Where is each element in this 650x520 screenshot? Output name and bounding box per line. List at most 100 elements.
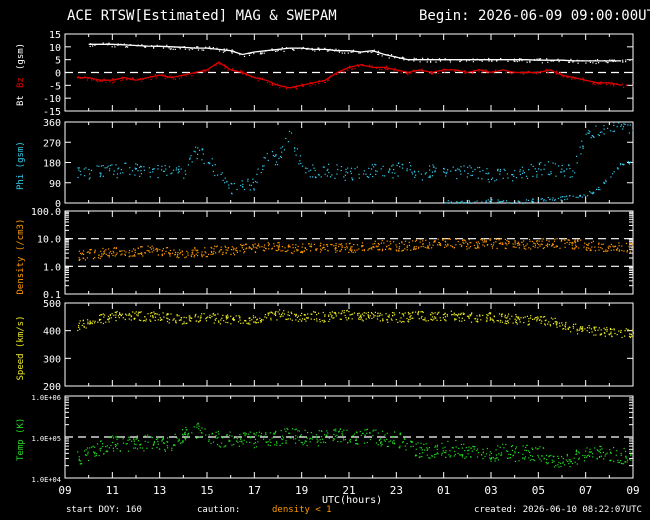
data-point	[579, 146, 581, 148]
data-point	[265, 432, 267, 434]
data-point	[196, 320, 198, 322]
data-point	[135, 168, 137, 170]
data-point	[137, 170, 139, 172]
y-tick-label: -10	[43, 94, 61, 105]
data-point	[127, 439, 129, 441]
data-point	[107, 44, 109, 46]
data-point	[193, 256, 195, 258]
data-point	[129, 79, 131, 81]
data-point	[212, 253, 214, 255]
data-point	[243, 320, 246, 322]
data-point	[567, 460, 569, 462]
data-point	[409, 316, 411, 318]
data-point	[351, 68, 353, 70]
data-point	[588, 242, 590, 244]
data-point	[543, 200, 545, 202]
data-point	[99, 80, 101, 82]
data-point	[379, 52, 382, 54]
data-point	[576, 463, 578, 465]
data-point	[561, 322, 563, 324]
data-point	[316, 314, 318, 316]
data-point	[204, 247, 206, 249]
data-point	[187, 435, 189, 438]
data-point	[430, 61, 432, 63]
data-point	[574, 78, 576, 80]
data-point	[568, 463, 570, 465]
data-point	[546, 244, 549, 246]
data-point	[159, 317, 161, 319]
data-point	[226, 66, 228, 68]
data-point	[391, 436, 393, 438]
data-point	[413, 247, 415, 249]
data-point	[178, 46, 180, 49]
data-point	[445, 172, 447, 175]
data-point	[406, 249, 408, 251]
data-point	[183, 46, 185, 48]
data-point	[386, 438, 388, 440]
data-point	[183, 74, 185, 76]
data-point	[600, 455, 602, 457]
data-point	[250, 184, 252, 186]
data-point	[526, 444, 528, 446]
data-point	[421, 456, 423, 458]
data-point	[162, 248, 164, 250]
data-point	[470, 456, 472, 458]
data-point	[572, 248, 574, 250]
data-point	[484, 241, 486, 243]
data-point	[105, 321, 107, 323]
data-point	[214, 164, 216, 166]
data-point	[91, 79, 93, 81]
data-point	[297, 245, 299, 248]
data-point	[384, 440, 386, 442]
x-tick-label: 05	[532, 484, 545, 497]
data-point	[228, 440, 230, 442]
data-point	[420, 70, 422, 72]
data-point	[270, 317, 272, 319]
data-point	[616, 249, 618, 251]
data-point	[157, 438, 159, 440]
data-point	[386, 319, 389, 321]
data-point	[195, 146, 197, 148]
data-point	[527, 199, 530, 201]
data-point	[372, 246, 374, 248]
data-point	[119, 250, 122, 252]
data-point	[511, 315, 513, 317]
data-point	[478, 71, 480, 73]
data-point	[111, 253, 113, 255]
data-point	[260, 172, 262, 174]
data-point	[551, 461, 553, 463]
data-point	[262, 319, 264, 321]
data-point	[439, 243, 441, 245]
data-point	[353, 244, 355, 246]
x-tick-label: 21	[342, 484, 355, 497]
data-point	[499, 173, 501, 175]
data-point	[153, 443, 155, 445]
data-point	[142, 320, 144, 322]
data-point	[370, 51, 372, 54]
data-point	[230, 315, 232, 317]
data-point	[236, 440, 238, 442]
data-point	[461, 456, 463, 458]
data-point	[346, 309, 348, 311]
y-axis-label: Temp (K)	[16, 418, 26, 461]
data-point	[348, 251, 350, 253]
data-point	[248, 433, 250, 435]
data-point	[79, 320, 81, 322]
data-point	[477, 318, 479, 320]
data-point	[341, 52, 343, 54]
data-point	[78, 169, 80, 171]
chart-title: ACE RTSW[Estimated] MAG & SWEPAM	[67, 8, 337, 24]
data-point	[596, 82, 598, 84]
data-point	[381, 314, 383, 316]
data-point	[575, 196, 577, 198]
data-point	[262, 249, 265, 251]
data-point	[338, 49, 340, 51]
data-point	[529, 451, 531, 453]
data-point	[216, 437, 218, 439]
data-point	[224, 245, 226, 247]
data-point	[578, 452, 581, 454]
data-point	[273, 432, 275, 434]
data-point	[118, 167, 120, 169]
data-point	[290, 252, 292, 254]
